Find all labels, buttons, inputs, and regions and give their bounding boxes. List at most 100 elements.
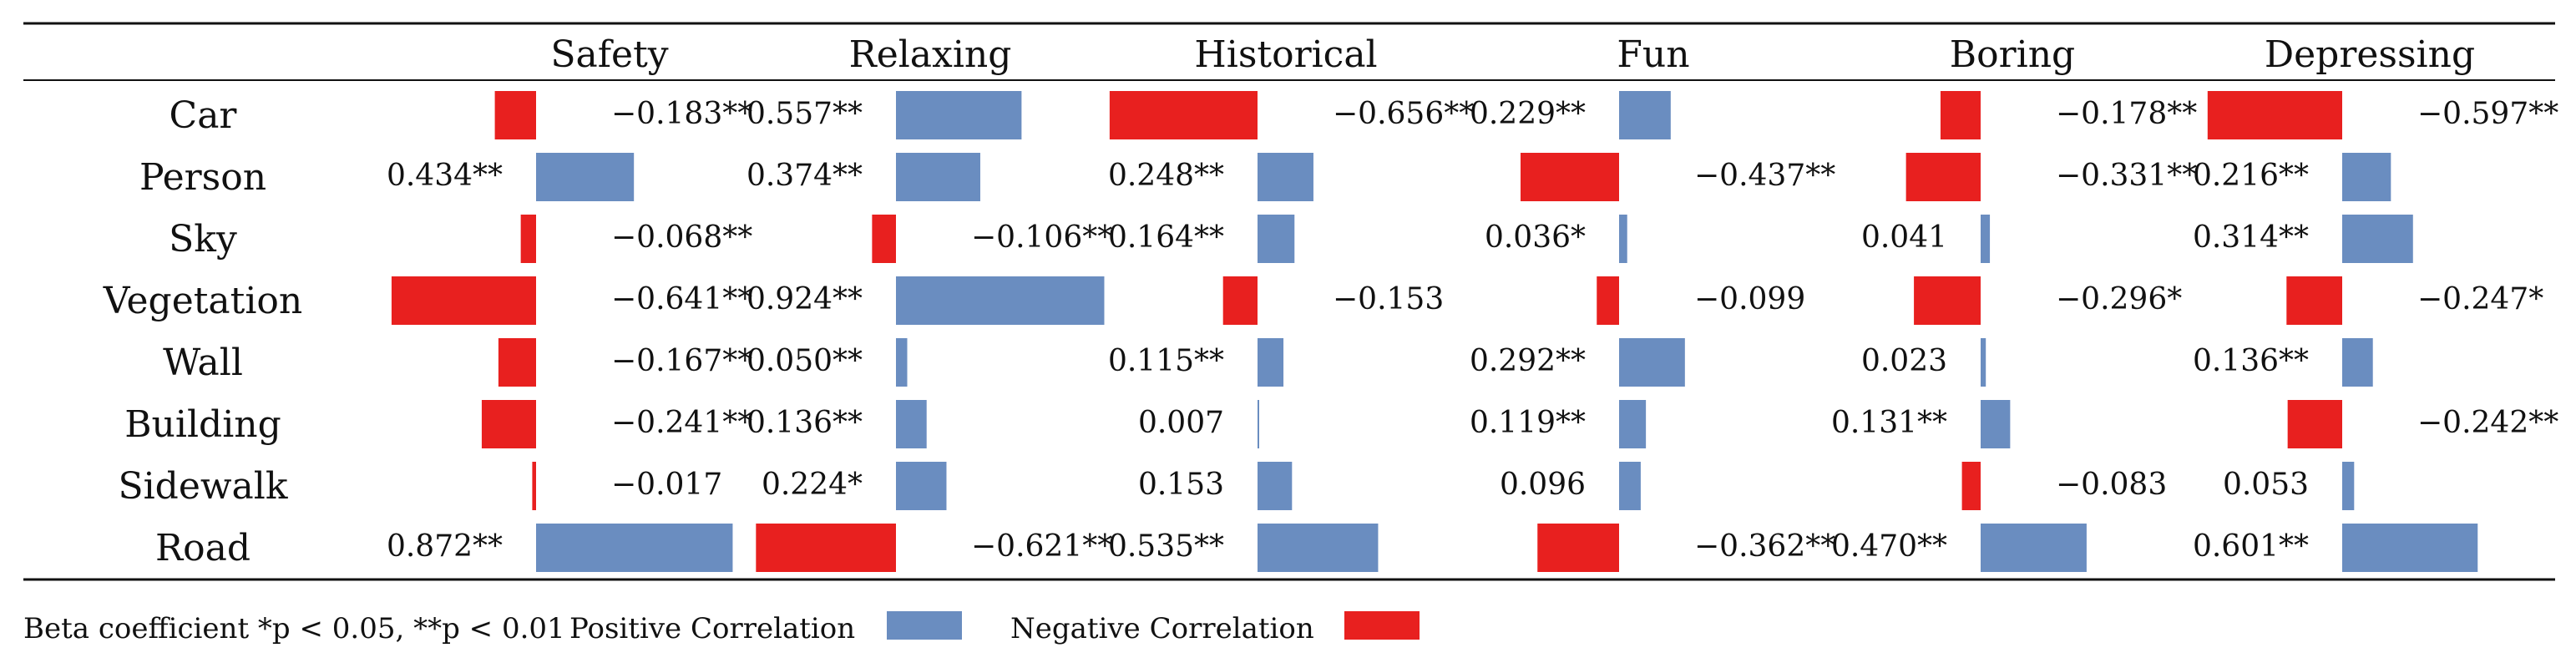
bar-fun-person	[1521, 153, 1619, 201]
value-label-historical-car: −0.656**	[1333, 97, 1474, 131]
value-label-boring-sidewalk: −0.083	[2056, 468, 2167, 502]
bar-fun-building	[1619, 400, 1647, 448]
bar-historical-sidewalk	[1258, 462, 1293, 510]
bar-depressing-building	[2287, 400, 2342, 448]
bar-boring-building	[1981, 400, 2011, 448]
row-labels: Car Person Sky Vegetation Wall Building Sidewa…	[103, 94, 302, 569]
bar-depressing-sky	[2342, 215, 2413, 263]
bars	[391, 91, 2478, 572]
value-label-historical-person: 0.248**	[1108, 159, 1224, 193]
row-label-vegetation: Vegetation	[103, 280, 302, 322]
legend-label-negative-correlation: Negative Correlation	[1010, 612, 1314, 645]
row-label-wall: Wall	[163, 342, 243, 384]
bar-depressing-vegetation	[2286, 276, 2342, 325]
bar-depressing-car	[2207, 91, 2342, 139]
bar-fun-sky	[1619, 215, 1627, 263]
value-label-historical-sky: 0.164**	[1108, 220, 1224, 255]
value-label-historical-vegetation: −0.153	[1333, 282, 1444, 316]
bar-depressing-wall	[2342, 338, 2373, 387]
bar-historical-building	[1258, 400, 1259, 448]
bar-boring-car	[1940, 91, 1981, 139]
bar-safety-vegetation	[391, 276, 536, 325]
value-label-fun-vegetation: −0.099	[1694, 282, 1805, 316]
bar-fun-vegetation	[1597, 276, 1619, 325]
value-label-relaxing-sidewalk: 0.224*	[762, 468, 863, 502]
value-label-relaxing-road: −0.621**	[971, 529, 1112, 564]
value-label-safety-road: 0.872**	[387, 529, 503, 564]
value-label-fun-road: −0.362**	[1694, 529, 1835, 564]
bar-relaxing-road	[756, 524, 896, 572]
bar-historical-wall	[1258, 338, 1284, 387]
value-label-fun-wall: 0.292**	[1470, 344, 1586, 378]
value-label-depressing-sidewalk: 0.053	[2223, 468, 2309, 502]
bar-safety-sidewalk	[532, 462, 536, 510]
bar-boring-vegetation	[1914, 276, 1981, 325]
row-label-sidewalk: Sidewalk	[118, 465, 287, 508]
column-headers: Safety Relaxing Historical Fun Boring Depress…	[550, 33, 2475, 76]
column-header-fun: Fun	[1617, 33, 1689, 76]
value-label-depressing-car: −0.597**	[2417, 97, 2558, 131]
bar-relaxing-person	[896, 153, 980, 201]
value-label-boring-sky: 0.041	[1861, 220, 1947, 255]
bar-depressing-sidewalk	[2342, 462, 2355, 510]
value-label-safety-vegetation: −0.641**	[611, 282, 752, 316]
value-label-relaxing-person: 0.374**	[746, 159, 863, 193]
row-label-road: Road	[155, 527, 251, 569]
bar-boring-road	[1981, 524, 2087, 572]
bar-depressing-road	[2342, 524, 2478, 572]
bar-safety-sky	[520, 215, 536, 263]
bar-boring-wall	[1981, 338, 1986, 387]
bar-boring-sidewalk	[1961, 462, 1981, 510]
bar-relaxing-sky	[872, 215, 896, 263]
value-label-safety-person: 0.434**	[387, 159, 503, 193]
bar-safety-person	[536, 153, 635, 201]
row-label-car: Car	[170, 94, 238, 137]
value-label-relaxing-vegetation: 0.924**	[746, 282, 863, 316]
bar-safety-wall	[498, 338, 536, 387]
bar-relaxing-vegetation	[896, 276, 1105, 325]
value-label-boring-vegetation: −0.296*	[2056, 282, 2182, 316]
value-label-fun-building: 0.119**	[1470, 406, 1586, 440]
bar-relaxing-wall	[896, 338, 908, 387]
bar-relaxing-car	[896, 91, 1022, 139]
column-header-relaxing: Relaxing	[849, 33, 1012, 76]
value-label-boring-road: 0.470**	[1831, 529, 1947, 564]
value-label-safety-sky: −0.068**	[611, 220, 752, 255]
column-header-historical: Historical	[1194, 33, 1377, 76]
bar-fun-wall	[1619, 338, 1685, 387]
value-label-historical-road: 0.535**	[1108, 529, 1224, 564]
bar-historical-sky	[1258, 215, 1295, 263]
bar-depressing-person	[2342, 153, 2391, 201]
column-header-depressing: Depressing	[2265, 33, 2475, 76]
value-label-historical-wall: 0.115**	[1108, 344, 1224, 378]
value-labels: −0.183** 0.434** −0.068** −0.641** −0.167** −…	[387, 97, 2558, 564]
column-header-safety: Safety	[550, 33, 668, 76]
value-label-depressing-sky: 0.314**	[2193, 220, 2309, 255]
bar-fun-sidewalk	[1619, 462, 1641, 510]
value-label-depressing-wall: 0.136**	[2193, 344, 2309, 378]
legend-label-positive-correlation: Positive Correlation	[569, 612, 855, 645]
value-label-historical-building: 0.007	[1138, 406, 1224, 440]
value-label-depressing-road: 0.601**	[2193, 529, 2309, 564]
value-label-depressing-person: 0.216**	[2193, 159, 2309, 193]
value-label-historical-sidewalk: 0.153	[1138, 468, 1224, 502]
bar-historical-road	[1258, 524, 1379, 572]
value-label-depressing-building: −0.242**	[2417, 406, 2558, 440]
row-label-building: Building	[124, 403, 281, 446]
column-header-boring: Boring	[1950, 33, 2075, 76]
bar-fun-car	[1619, 91, 1671, 139]
bar-fun-road	[1537, 524, 1619, 572]
value-label-relaxing-car: 0.557**	[746, 97, 863, 131]
bar-relaxing-building	[896, 400, 927, 448]
value-label-relaxing-building: 0.136**	[746, 406, 863, 440]
value-label-boring-car: −0.178**	[2056, 97, 2197, 131]
bar-historical-car	[1109, 91, 1258, 139]
row-label-sky: Sky	[169, 218, 237, 261]
bar-safety-car	[494, 91, 536, 139]
bar-safety-building	[481, 400, 536, 448]
value-label-fun-sky: 0.036*	[1485, 220, 1586, 255]
bar-historical-person	[1258, 153, 1313, 201]
value-label-fun-car: 0.229**	[1470, 97, 1586, 131]
value-label-relaxing-wall: 0.050**	[746, 344, 863, 378]
